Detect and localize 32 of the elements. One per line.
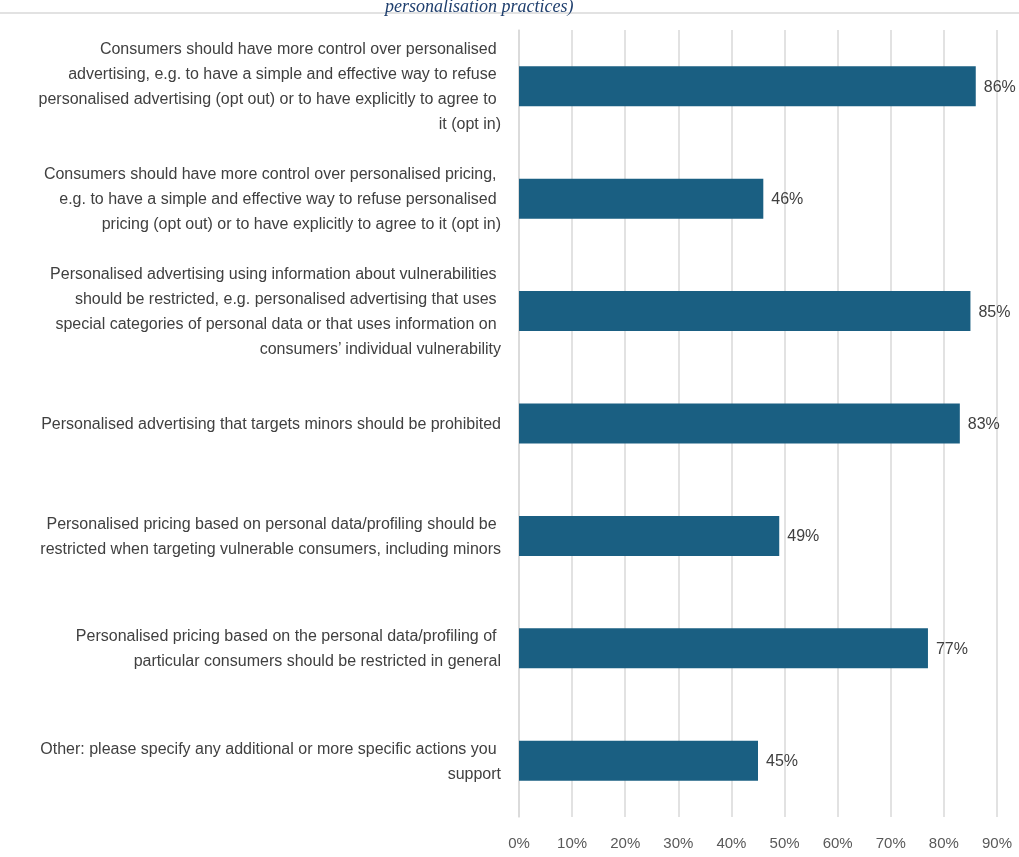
bar [519, 66, 976, 107]
bar [519, 291, 971, 332]
data-label: 46% [771, 190, 804, 208]
bar [519, 515, 780, 556]
y-tick-label: Consumers should have more control over personalised pricing, e.g. to have a simple and effective way to refuse personalised pricing (opt out) or to have explicitly to agree to it (opt in) [43, 165, 501, 233]
chart-title: personalisation practices) [383, 0, 574, 17]
bar [519, 178, 764, 219]
x-tick-label: 20% [610, 834, 641, 851]
bar [519, 740, 758, 781]
data-label: 49% [787, 527, 820, 545]
x-tick-label: 50% [769, 834, 800, 851]
y-tick-label: Personalised pricing based on personal data/profiling should be restricted when targeting vulnerable consumers, including minors [40, 514, 501, 557]
data-label: 85% [978, 302, 1011, 320]
bar [519, 403, 960, 444]
x-tick-label: 90% [981, 834, 1013, 851]
y-tick-label: Personalised advertising using information about vulnerabilities should be restricted, e.g. personalised advertising that uses special categories of personal data or that uses information on consumers’ individual vulnerability [50, 265, 501, 358]
y-tick-label: Personalised pricing based on the personal data/profiling of particular consumers should be restricted in general [75, 627, 501, 670]
x-tick-label: 0% [508, 834, 530, 851]
y-tick-label: Consumers should have more control over personalised advertising, e.g. to have a simple and effective way to refuse personalised advertising (opt out) or to have explicitly to agree to it (opt in) [38, 40, 501, 133]
x-tick-label: 70% [875, 834, 906, 851]
bar [519, 628, 928, 669]
x-tick-label: 60% [822, 834, 853, 851]
y-tick-label: Other: please specify any additional or more specific actions you support [40, 739, 502, 782]
data-label: 86% [983, 77, 1016, 95]
data-label: 77% [935, 639, 968, 657]
data-label: 83% [967, 415, 1000, 432]
y-tick-label: Personalised advertising that targets minors should be prohibited [41, 415, 501, 432]
x-tick-label: 30% [663, 834, 694, 851]
x-tick-label: 10% [557, 834, 588, 851]
x-tick-label: 80% [928, 834, 959, 851]
x-tick-label: 40% [716, 834, 747, 851]
data-label: 45% [766, 752, 799, 770]
